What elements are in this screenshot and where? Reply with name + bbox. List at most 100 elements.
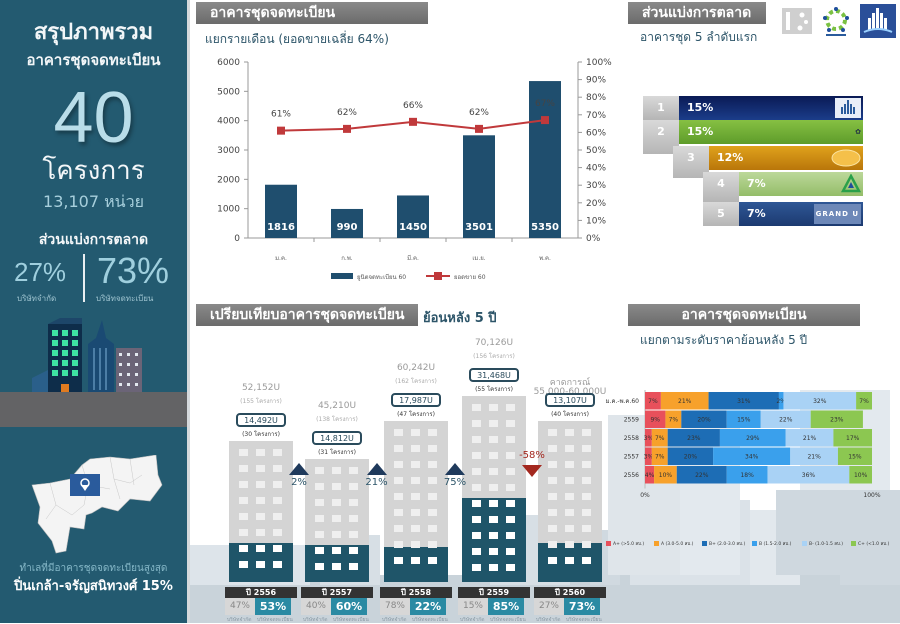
category-label: พ.ค.	[539, 255, 551, 262]
segment-label: 3%	[644, 435, 654, 442]
segment-label: 3%	[644, 453, 654, 460]
hot-zone-label: ทำเลที่มีอาคารชุดจดทะเบียนสูงสุด	[19, 563, 168, 574]
ranking-item: 3 12%	[673, 146, 863, 178]
rank-share: 7%	[747, 207, 766, 220]
window	[472, 500, 481, 507]
stack-segment	[654, 466, 677, 484]
window	[565, 557, 574, 564]
stack-segment	[719, 429, 786, 447]
window	[349, 467, 358, 474]
legend-label: A+ (>5.0 ลบ.)	[613, 542, 645, 547]
registered-share-label: บริษัทจดทะเบียน	[566, 617, 602, 623]
window	[565, 509, 574, 516]
tick-label-left: 4000	[217, 117, 240, 127]
stack-segment	[708, 392, 779, 410]
bar	[463, 135, 495, 238]
window	[489, 420, 498, 427]
company-share-label: บริษัทจำกัด	[460, 617, 485, 623]
line-value-label: 67%	[535, 99, 555, 109]
bar-value-label: 5350	[531, 222, 559, 233]
window	[582, 541, 591, 548]
company-share-label: บริษัทจำกัด	[382, 617, 407, 623]
segment-label: 7%	[655, 435, 665, 442]
segment-label: 7%	[859, 398, 869, 405]
stack-segment	[783, 392, 857, 410]
segment-label: 2%	[776, 398, 786, 405]
window	[394, 429, 403, 436]
rank-number: 4	[703, 172, 739, 202]
registered-share-label: บริษัทจดทะเบียน	[412, 617, 448, 623]
total-projects: (162 โครงการ)	[395, 378, 437, 385]
window	[256, 529, 265, 536]
bar	[529, 81, 561, 238]
window	[256, 449, 265, 456]
price-header: อาคารชุดจดทะเบียน	[628, 304, 860, 326]
window	[394, 461, 403, 468]
window	[506, 452, 515, 459]
legend-bar-swatch	[331, 273, 353, 279]
tick-label-right: 0%	[586, 234, 601, 244]
share-company-label: บริษัทจำกัด	[17, 294, 57, 303]
legend-label: B (1.5-2.0 ลบ.)	[759, 542, 792, 547]
window	[239, 449, 248, 456]
segment-label: 32%	[813, 398, 827, 405]
stack-segment	[676, 466, 727, 484]
stack-segment	[645, 447, 652, 465]
tick-label-right: 20%	[586, 199, 606, 209]
stack-segment	[856, 392, 872, 410]
window	[411, 445, 420, 452]
registered-projects: (31 โครงการ)	[318, 449, 356, 456]
window	[565, 477, 574, 484]
window	[472, 468, 481, 475]
comparison-header-suffix: ย้อนหลัง 5 ปี	[423, 311, 497, 326]
tick-label-right: 80%	[586, 93, 606, 103]
legend-item: A+ (>5.0 ลบ.)	[606, 540, 644, 547]
total-projects: (156 โครงการ)	[473, 353, 515, 360]
stack-segment	[790, 447, 838, 465]
rank-share-bar: 15%	[679, 96, 863, 120]
legend-swatch	[606, 541, 611, 546]
window	[489, 516, 498, 523]
legend-item: B+ (2.0-3.0 ลบ.)	[702, 540, 745, 547]
ranking-item: 2 15% ✿	[643, 120, 863, 154]
registered-share: 73%	[564, 598, 600, 615]
window	[315, 515, 324, 522]
window	[565, 541, 574, 548]
company-share-label: บริษัทจำกัด	[303, 617, 328, 623]
legend-swatch	[654, 541, 659, 546]
company-share: 47%	[225, 598, 255, 615]
rei-building-logo-icon	[860, 4, 896, 38]
window	[506, 468, 515, 475]
segment-label: 36%	[802, 472, 816, 479]
window	[273, 449, 282, 456]
segment-label: 7%	[648, 398, 658, 405]
tick-label-right: 60%	[586, 128, 606, 138]
window	[239, 561, 248, 568]
decrease-arrow-icon	[522, 465, 542, 477]
window	[394, 557, 403, 564]
legend-label: B+ (2.0-3.0 ลบ.)	[709, 542, 746, 547]
window	[394, 445, 403, 452]
rank-share-bar: 7%	[739, 172, 863, 196]
window	[489, 548, 498, 555]
window	[472, 516, 481, 523]
window	[472, 532, 481, 539]
segment-label: 23%	[830, 416, 844, 423]
stack-segment	[665, 410, 682, 428]
legend-swatch	[702, 541, 707, 546]
window	[472, 548, 481, 555]
road-band	[0, 392, 187, 427]
category-label: ม.ค.	[275, 255, 287, 262]
stack-segment	[681, 410, 727, 428]
window	[411, 557, 420, 564]
window	[256, 497, 265, 504]
registered-projects: (47 โครงการ)	[397, 411, 435, 418]
tick-label-left: 2000	[217, 175, 240, 185]
share-registered: 73%	[97, 250, 170, 291]
legend-line-marker	[434, 272, 442, 280]
registered-units: 13,107U	[545, 393, 595, 407]
row-label: 2557	[624, 453, 639, 460]
window	[548, 557, 557, 564]
window	[349, 563, 358, 570]
window	[411, 525, 420, 532]
